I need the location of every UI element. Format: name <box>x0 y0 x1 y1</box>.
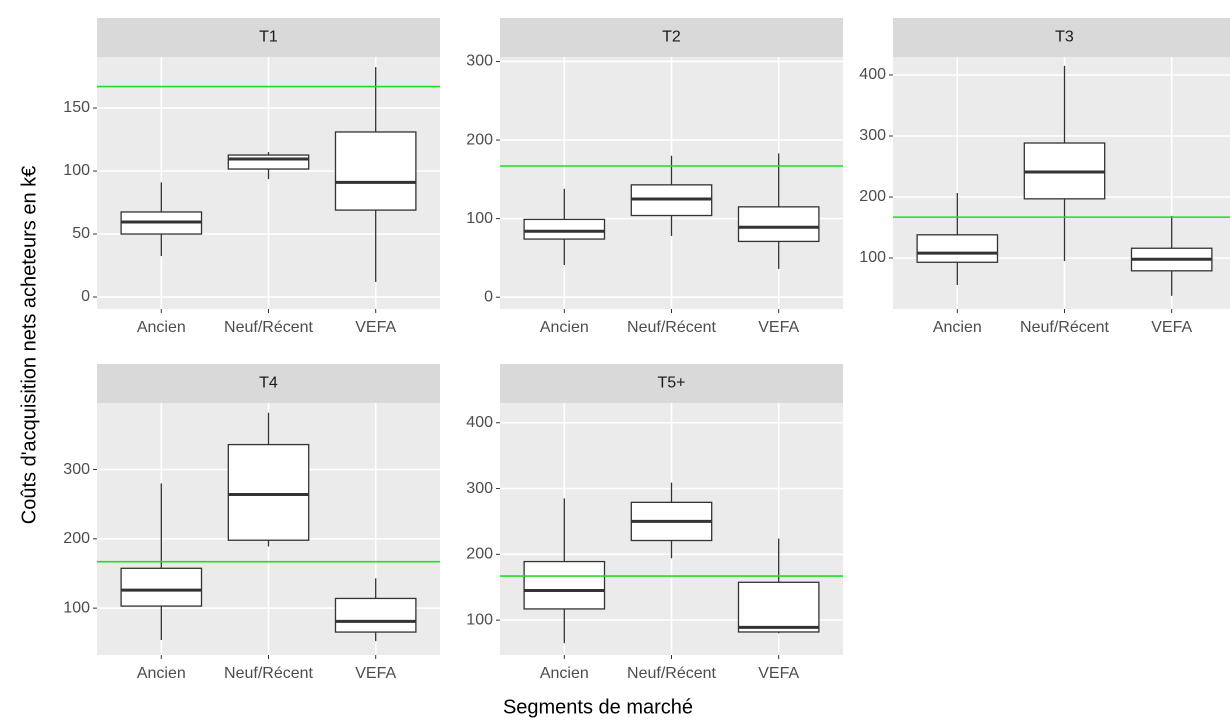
x-tick-label: Ancien <box>540 665 589 682</box>
y-tick-label: 300 <box>466 53 493 70</box>
x-axis-title: Segments de marché <box>503 696 693 718</box>
panel-title: T2 <box>662 29 681 46</box>
y-tick-label: 300 <box>466 480 493 497</box>
x-tick-label: Neuf/Récent <box>1020 319 1109 336</box>
x-tick-label: VEFA <box>758 665 799 682</box>
strip <box>893 18 1230 57</box>
x-tick-label: Ancien <box>540 319 589 336</box>
y-tick-label: 200 <box>466 546 493 563</box>
y-tick-label: 100 <box>63 162 90 179</box>
panel <box>500 403 843 655</box>
y-tick-label: 150 <box>63 99 90 116</box>
x-tick-label: VEFA <box>758 319 799 336</box>
y-axis-title: Coûts d'acquisition nets acheteurs en k€ <box>18 166 40 524</box>
y-tick-label: 300 <box>859 127 886 144</box>
y-tick-label: 50 <box>72 225 90 242</box>
y-tick-label: 400 <box>466 414 493 431</box>
y-tick-label: 0 <box>81 288 90 305</box>
y-tick-label: 100 <box>466 611 493 628</box>
y-tick-label: 0 <box>484 288 493 305</box>
x-tick-label: VEFA <box>355 665 396 682</box>
box <box>523 560 606 610</box>
box <box>737 581 820 633</box>
box <box>120 567 203 607</box>
x-tick-label: VEFA <box>1151 319 1192 336</box>
y-tick-label: 100 <box>859 249 886 266</box>
panel-title: T4 <box>259 375 278 392</box>
y-tick-label: 200 <box>466 131 493 148</box>
panel <box>500 57 843 309</box>
box <box>523 218 606 240</box>
box <box>334 131 417 211</box>
x-tick-label: Neuf/Récent <box>627 319 716 336</box>
strip <box>97 364 440 403</box>
panel-title: T5+ <box>657 375 685 392</box>
x-tick-label: Ancien <box>137 319 186 336</box>
y-tick-label: 200 <box>63 530 90 547</box>
y-tick-label: 200 <box>859 188 886 205</box>
y-tick-label: 100 <box>63 599 90 616</box>
box <box>227 443 310 541</box>
panel <box>97 403 440 655</box>
x-tick-label: Neuf/Récent <box>224 319 313 336</box>
strip <box>500 18 843 57</box>
x-tick-label: Neuf/Récent <box>224 665 313 682</box>
panel <box>893 57 1230 309</box>
panel <box>97 57 440 309</box>
box <box>334 597 417 633</box>
strip <box>97 18 440 57</box>
x-tick-label: Ancien <box>933 319 982 336</box>
y-tick-label: 400 <box>859 66 886 83</box>
panel-title: T3 <box>1055 29 1074 46</box>
box <box>916 234 999 263</box>
panel-title: T1 <box>259 29 278 46</box>
strip <box>500 364 843 403</box>
y-tick-label: 100 <box>466 210 493 227</box>
x-tick-label: Ancien <box>137 665 186 682</box>
box <box>737 206 820 243</box>
box <box>227 154 310 170</box>
x-tick-label: Neuf/Récent <box>627 665 716 682</box>
x-tick-label: VEFA <box>355 319 396 336</box>
y-tick-label: 300 <box>63 461 90 478</box>
